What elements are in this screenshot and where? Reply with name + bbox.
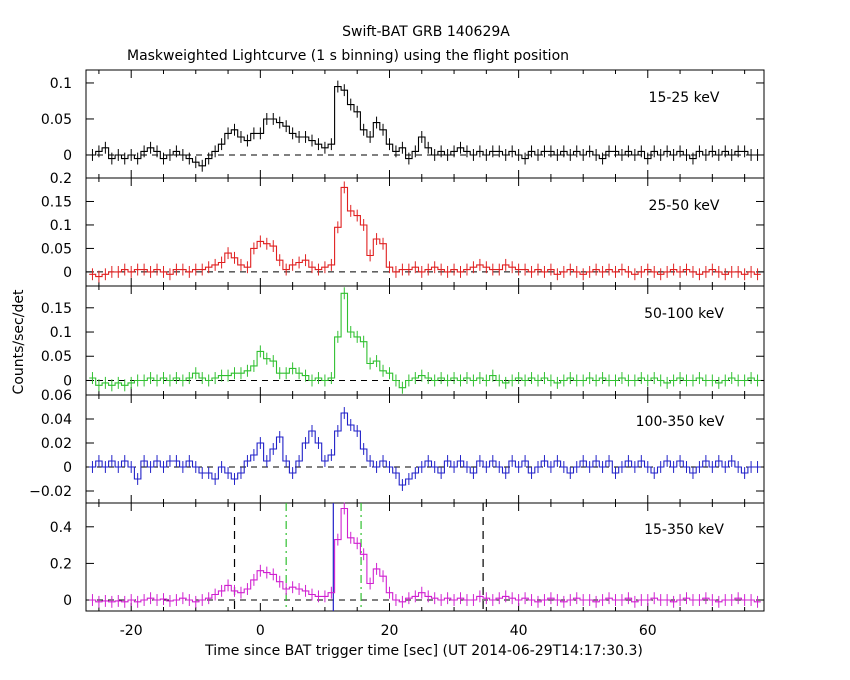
- y-tick-label: 0: [63, 265, 72, 281]
- y-tick-label: 0.02: [41, 436, 72, 452]
- y-tick-label: 0.06: [41, 388, 72, 404]
- y-tick-label: 0.1: [50, 76, 72, 92]
- y-tick-label: 0.05: [41, 349, 72, 365]
- y-tick-label: −0.02: [29, 484, 72, 500]
- lightcurve-step: [89, 507, 761, 603]
- band-label: 25-50 keV: [649, 198, 720, 214]
- band-label: 100-350 keV: [636, 414, 725, 430]
- y-tick-label: 0.04: [41, 412, 72, 428]
- y-tick-label: 0: [63, 148, 72, 164]
- y-tick-label: 0: [63, 373, 72, 389]
- x-tick-label: 20: [381, 623, 399, 639]
- y-tick-label: 0.05: [41, 112, 72, 128]
- panel-5: 0 0.2 0.4 -20 0 20 40 60 15-350 keV: [50, 502, 765, 639]
- chart-title: Swift-BAT GRB 140629A: [342, 24, 510, 40]
- x-tick-label: 0: [256, 623, 265, 639]
- y-tick-label: 0.1: [50, 218, 72, 234]
- lightcurve-step: [89, 412, 761, 486]
- y-tick-label: 0.2: [50, 171, 72, 187]
- y-tick-label: 0.2: [50, 556, 72, 572]
- y-tick-label: 0.15: [41, 194, 72, 210]
- y-tick-label: 0.1: [50, 325, 72, 341]
- panel-frame: [85, 502, 765, 612]
- panel-frame: [85, 394, 765, 504]
- band-label: 15-25 keV: [649, 90, 720, 106]
- x-tick-label: 40: [510, 623, 528, 639]
- panels-group: 0 0.05 0.1 15-25 keV 0 0.05 0.1 0.15 0.2 25-50 ke…: [29, 69, 765, 639]
- panel-2: 0 0.05 0.1 0.15 0.2 25-50 keV: [41, 171, 765, 287]
- band-label: 50-100 keV: [644, 306, 724, 322]
- chart-subtitle: Maskweighted Lightcurve (1 s binning) us…: [127, 48, 569, 64]
- y-axis-label: Counts/sec/det: [11, 289, 27, 394]
- y-tick-label: 0: [63, 593, 72, 609]
- y-tick-label: 0.15: [41, 301, 72, 317]
- panel-1: 0 0.05 0.1 15-25 keV: [41, 69, 765, 179]
- band-label: 15-350 keV: [644, 522, 724, 538]
- panel-frame: [85, 285, 765, 396]
- y-tick-label: 0.4: [50, 520, 72, 536]
- x-tick-label: -20: [120, 623, 143, 639]
- x-tick-label: 60: [639, 623, 657, 639]
- y-tick-label: 0: [63, 460, 72, 476]
- x-axis-label: Time since BAT trigger time [sec] (UT 20…: [204, 643, 643, 659]
- y-tick-label: 0.05: [41, 241, 72, 257]
- panel-3: 0 0.05 0.1 0.15 50-100 keV: [41, 285, 765, 396]
- panel-4: −0.02 0 0.02 0.04 0.06 100-350 keV: [29, 388, 765, 504]
- panel-frame: [85, 69, 765, 179]
